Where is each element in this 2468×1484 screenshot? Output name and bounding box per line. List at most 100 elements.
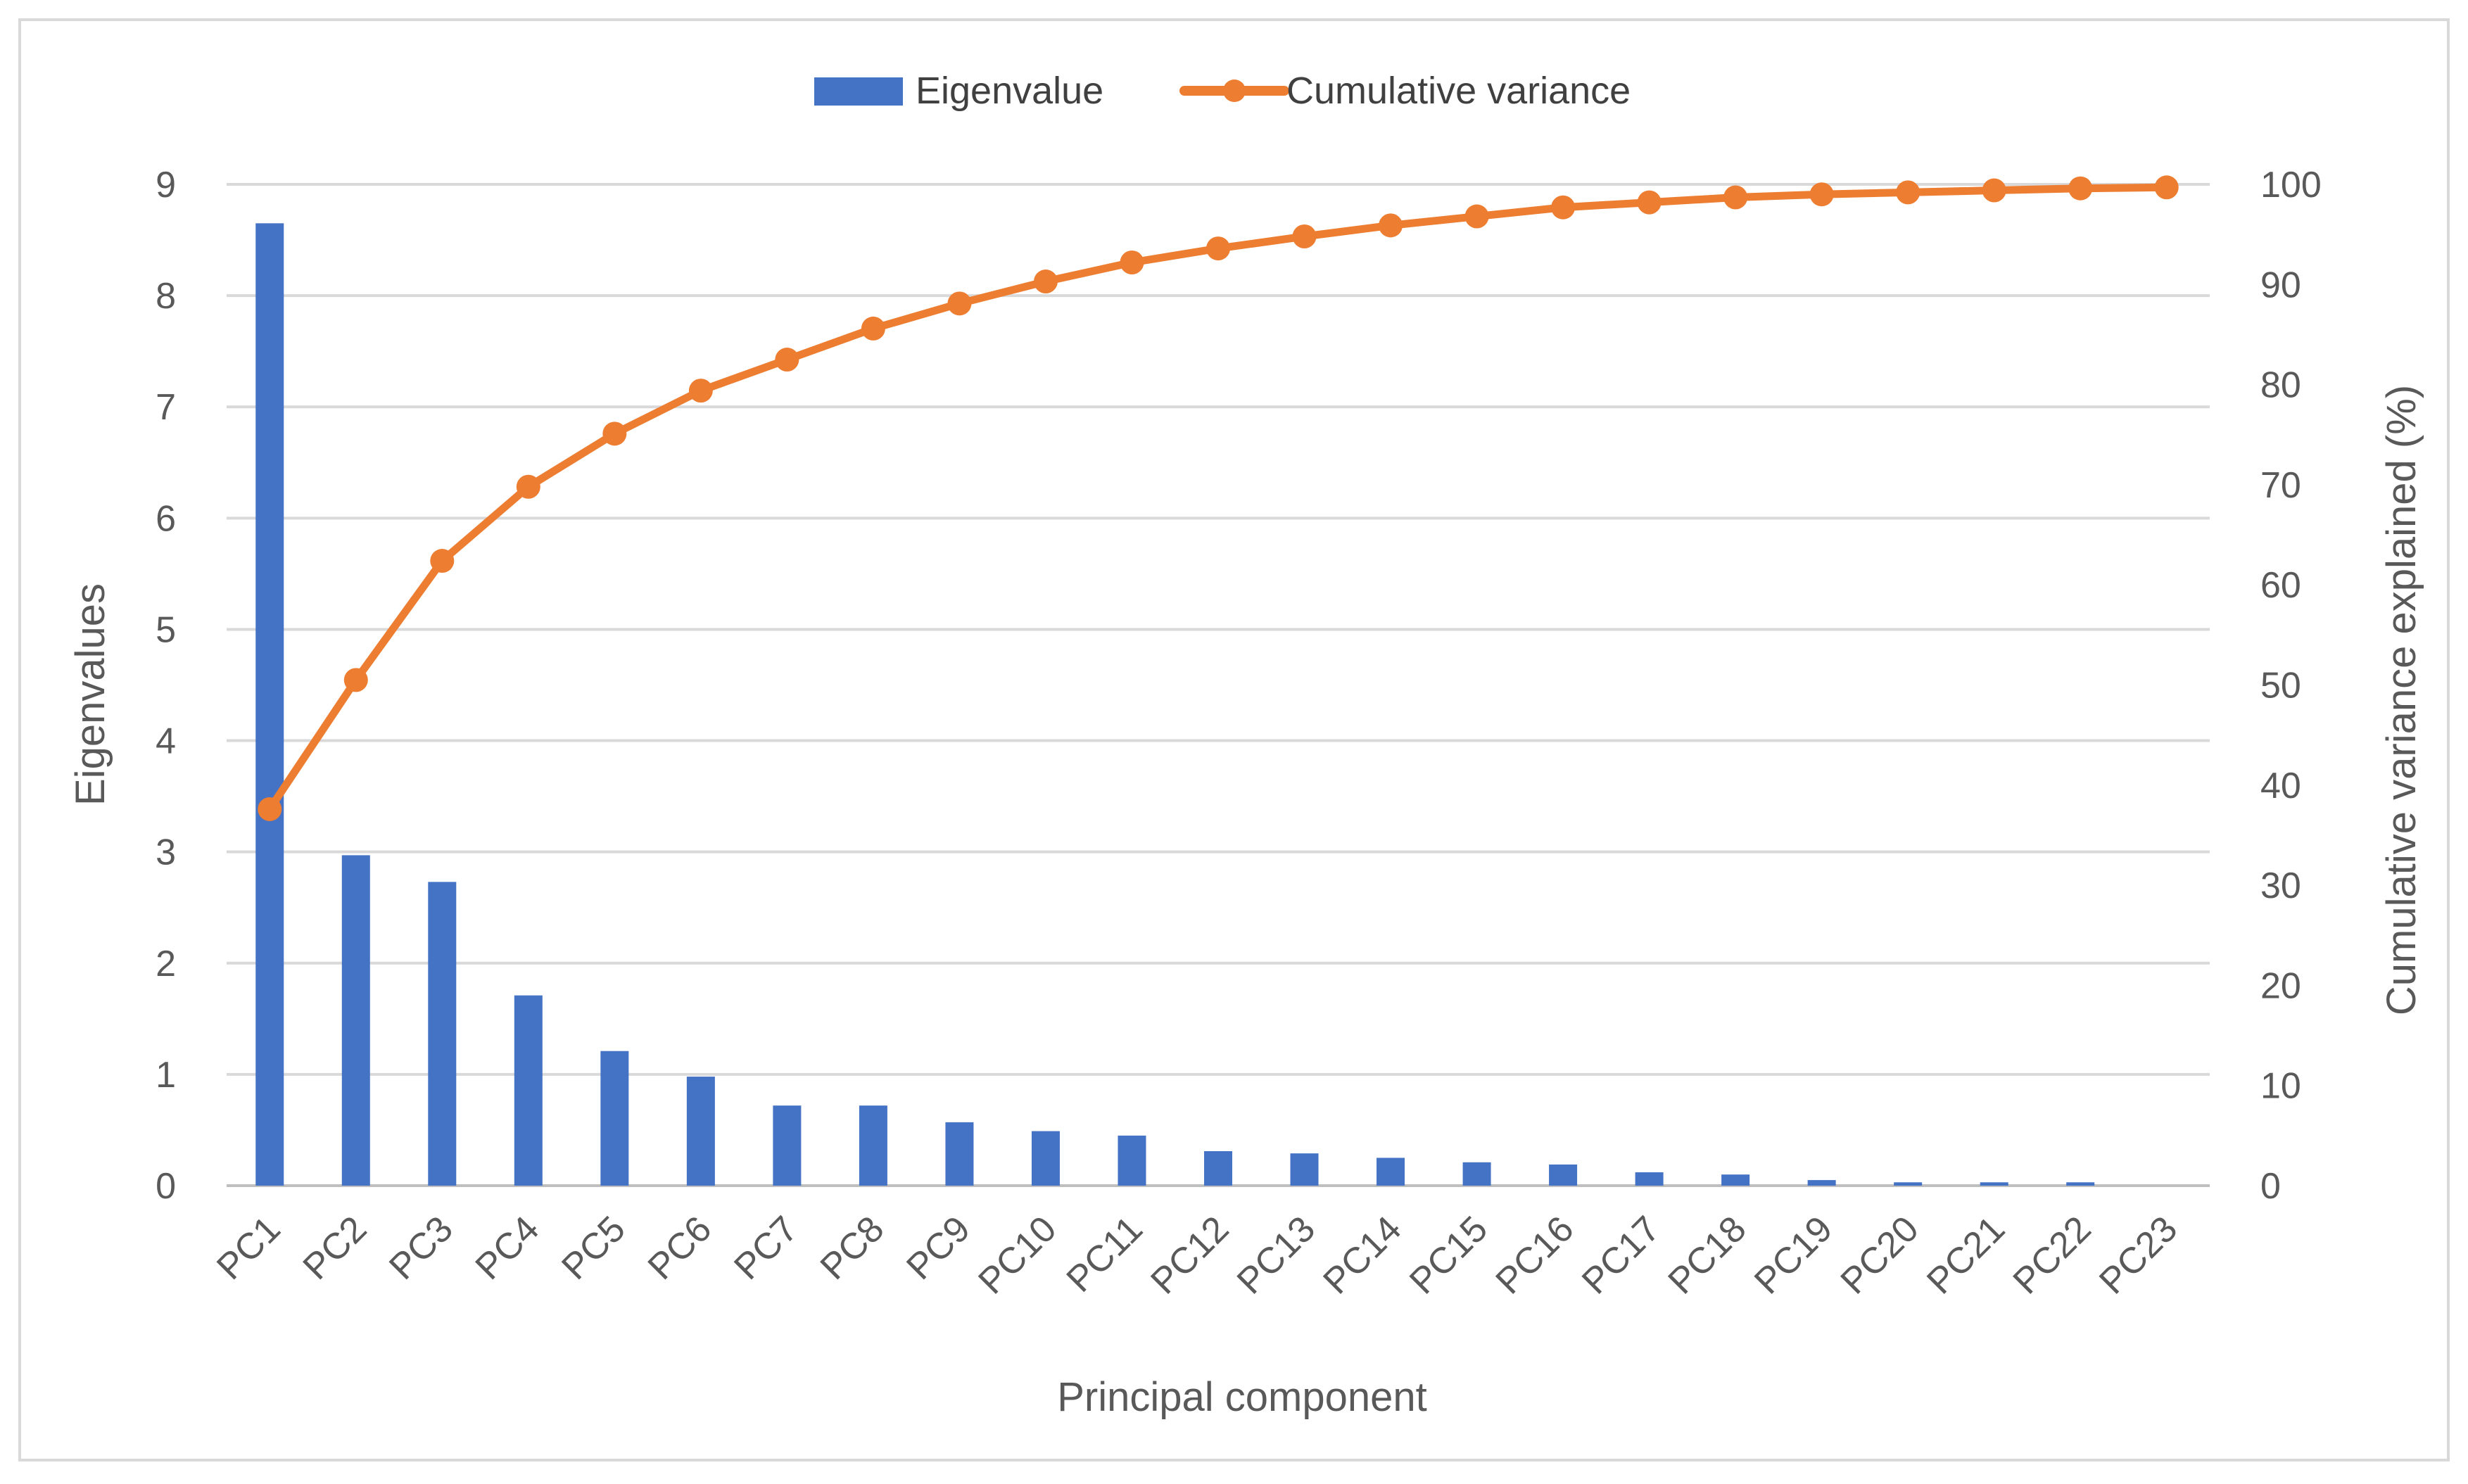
x-tick-label: PC3: [381, 1208, 461, 1288]
left-tick-label: 9: [156, 165, 176, 205]
point-cumulative-pc16: [1551, 195, 1576, 220]
point-cumulative-pc12: [1206, 236, 1230, 261]
point-cumulative-pc23: [2154, 175, 2179, 200]
bar-eigenvalue-pc13: [1290, 1153, 1319, 1186]
right-axis-title: Cumulative variance explained (%): [2379, 385, 2424, 1015]
x-axis-ticks: PC1 PC2 PC3 PC4 PC5 PC6 PC7 PC8 PC9PC10PC11PC12P…: [209, 1208, 2185, 1302]
bar-eigenvalue-pc5: [600, 1051, 629, 1186]
x-tick-label: PC12: [1143, 1208, 1236, 1302]
x-tick-label: PC14: [1316, 1208, 1410, 1302]
point-cumulative-pc17: [1637, 190, 1662, 215]
x-tick-label: PC22: [2006, 1208, 2099, 1302]
right-tick-label: 90: [2260, 265, 2301, 305]
bar-eigenvalue-pc12: [1204, 1150, 1232, 1186]
right-tick-label: 20: [2260, 965, 2301, 1006]
x-tick-label: PC21: [1919, 1208, 2013, 1302]
right-tick-label: 10: [2260, 1066, 2301, 1107]
x-tick-label: PC10: [970, 1208, 1064, 1302]
point-cumulative-pc14: [1379, 213, 1403, 238]
bar-eigenvalue-pc22: [2066, 1182, 2095, 1186]
x-tick-label: PC8: [813, 1208, 892, 1288]
legend-marker-cumulative: [1223, 80, 1246, 102]
point-cumulative-pc21: [1982, 178, 2006, 203]
x-tick-label: PC6: [640, 1208, 720, 1288]
right-tick-label: 70: [2260, 465, 2301, 506]
bar-eigenvalue-pc6: [686, 1077, 715, 1186]
point-cumulative-pc11: [1120, 250, 1144, 274]
left-tick-label: 1: [156, 1055, 176, 1096]
x-tick-label: PC1: [209, 1208, 289, 1288]
bar-eigenvalue-pc21: [1980, 1182, 2008, 1186]
point-cumulative-pc13: [1292, 224, 1317, 248]
bar-eigenvalue-pc2: [341, 855, 370, 1186]
bar-eigenvalue-pc16: [1549, 1164, 1578, 1186]
x-tick-label: PC5: [554, 1208, 633, 1288]
cumulative-variance-line: [258, 175, 2179, 821]
left-tick-label: 5: [156, 609, 176, 650]
right-tick-label: 80: [2260, 365, 2301, 406]
x-tick-label: PC2: [296, 1208, 375, 1288]
x-axis-title: Principal component: [1057, 1374, 1427, 1420]
left-axis-title: Eigenvalues: [68, 583, 113, 806]
bar-eigenvalue-pc17: [1635, 1172, 1664, 1186]
left-tick-label: 4: [156, 721, 176, 762]
bar-eigenvalue-pc18: [1721, 1174, 1750, 1186]
point-cumulative-pc7: [775, 348, 799, 372]
x-tick-label: PC4: [468, 1208, 548, 1288]
bar-eigenvalue-pc1: [255, 223, 284, 1186]
right-tick-label: 60: [2260, 565, 2301, 606]
x-tick-label: PC7: [726, 1208, 806, 1288]
x-tick-label: PC16: [1488, 1208, 1582, 1302]
bar-eigenvalue-pc10: [1031, 1131, 1060, 1186]
right-tick-label: 0: [2260, 1166, 2281, 1207]
point-cumulative-pc3: [430, 549, 455, 573]
x-tick-label: PC23: [2092, 1208, 2185, 1302]
point-cumulative-pc18: [1723, 185, 1748, 210]
eigenvalue-bars: [255, 223, 2095, 1186]
x-tick-label: PC15: [1402, 1208, 1495, 1302]
legend-label-cumulative: Cumulative variance: [1286, 70, 1631, 112]
left-tick-label: 3: [156, 832, 176, 873]
bar-eigenvalue-pc8: [859, 1105, 887, 1186]
x-tick-label: PC19: [1747, 1208, 1840, 1302]
x-tick-label: PC17: [1574, 1208, 1668, 1302]
bar-eigenvalue-pc11: [1118, 1135, 1146, 1186]
gridlines: [227, 183, 2210, 1187]
point-cumulative-pc9: [947, 291, 972, 316]
point-cumulative-pc20: [1896, 180, 1920, 205]
bar-eigenvalue-pc15: [1462, 1162, 1491, 1186]
legend-label-eigenvalue: Eigenvalue: [916, 70, 1103, 112]
bar-eigenvalue-pc7: [773, 1105, 802, 1186]
cumulative-variance-polyline: [265, 183, 2171, 813]
point-cumulative-pc2: [343, 668, 368, 692]
left-tick-label: 2: [156, 944, 176, 984]
point-cumulative-pc5: [602, 421, 627, 446]
bar-eigenvalue-pc19: [1807, 1180, 1836, 1186]
left-axis-ticks: 0 1 2 3 4 5 6 7 8 9: [156, 165, 176, 1207]
x-tick-label: PC13: [1229, 1208, 1323, 1302]
right-tick-label: 40: [2260, 766, 2301, 806]
legend-swatch-eigenvalue: [814, 77, 903, 106]
point-cumulative-pc4: [516, 474, 540, 499]
bar-eigenvalue-pc14: [1377, 1158, 1405, 1186]
x-tick-label: PC20: [1833, 1208, 1927, 1302]
bar-eigenvalue-pc3: [428, 882, 457, 1186]
bar-eigenvalue-pc9: [945, 1122, 974, 1186]
x-tick-label: PC11: [1059, 1208, 1151, 1300]
bar-eigenvalue-pc20: [1894, 1182, 1923, 1186]
x-tick-label: PC9: [899, 1208, 978, 1288]
point-cumulative-pc1: [258, 797, 282, 821]
point-cumulative-pc6: [688, 379, 713, 403]
point-cumulative-pc8: [861, 316, 885, 341]
right-tick-label: 30: [2260, 865, 2301, 906]
left-tick-label: 6: [156, 498, 176, 539]
point-cumulative-pc10: [1033, 269, 1058, 294]
point-cumulative-pc19: [1809, 182, 1834, 207]
bar-eigenvalue-pc4: [514, 995, 543, 1186]
x-tick-label: PC18: [1661, 1208, 1754, 1302]
point-cumulative-pc15: [1464, 204, 1489, 229]
right-tick-label: 50: [2260, 666, 2301, 706]
left-tick-label: 7: [156, 387, 176, 428]
point-cumulative-pc22: [2068, 176, 2093, 201]
